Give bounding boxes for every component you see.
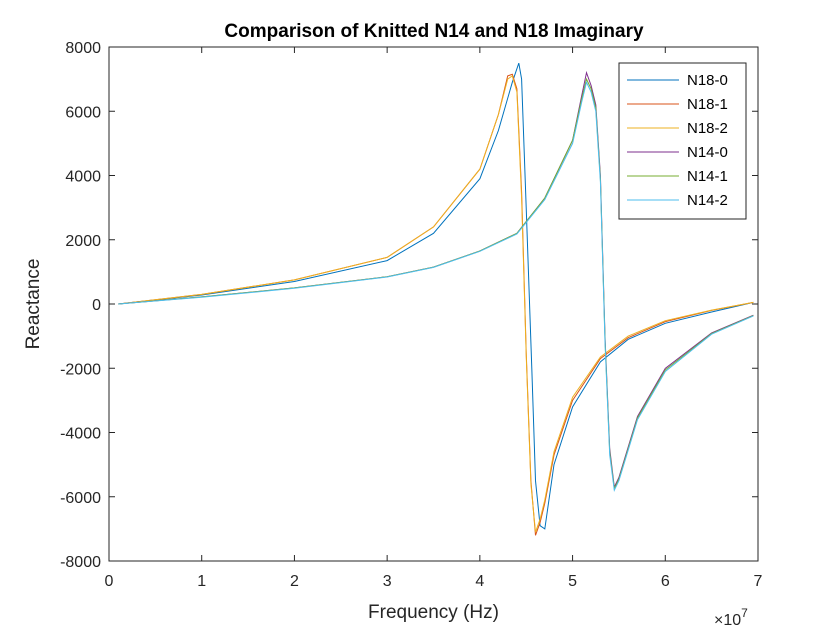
legend: N18-0 N18-1 N18-2 N14-0 N14-1 N14-2	[618, 62, 747, 220]
legend-box	[618, 62, 747, 220]
x-tick-label: 0	[105, 573, 114, 590]
ticks-group: 0 1 2 3 4 5 6 7 -8000 -6000 -4000 -2000 0 2000 4000 600…	[60, 40, 762, 590]
series-group	[118, 62, 754, 536]
y-tick-label: 4000	[65, 169, 101, 186]
y-tick-label: -4000	[60, 426, 101, 443]
x-tick-label: 4	[475, 573, 484, 590]
series-line-n18-0	[118, 62, 754, 530]
legend-entry: N14-2	[687, 192, 728, 209]
y-tick-label: 2000	[65, 233, 101, 250]
legend-entry: N14-1	[687, 168, 728, 185]
x-tick-label: 7	[754, 573, 763, 590]
y-tick-label: -2000	[60, 361, 101, 378]
x-axis-exponent: ×107	[714, 606, 748, 629]
y-tick-label: 8000	[65, 40, 101, 57]
x-tick-label: 3	[383, 573, 392, 590]
y-axis-label: Reactance	[23, 259, 44, 350]
series-line-n18-2	[118, 75, 754, 533]
x-exponent-base: ×10	[714, 612, 741, 629]
y-tick-label: -6000	[60, 490, 101, 507]
x-tick-label: 5	[568, 573, 577, 590]
y-tick-label: -8000	[60, 554, 101, 571]
y-tick-label: 0	[92, 297, 101, 314]
chart-title: Comparison of Knitted N14 and N18 Imagin…	[224, 21, 644, 42]
x-tick-label: 6	[661, 573, 670, 590]
x-tick-label: 2	[290, 573, 299, 590]
x-exponent-power: 7	[741, 606, 748, 620]
legend-entry: N18-0	[687, 72, 728, 89]
legend-entry: N18-1	[687, 96, 728, 113]
series-line-n14-2	[118, 80, 754, 493]
x-axis-label: Frequency (Hz)	[368, 602, 499, 623]
y-tick-label: 6000	[65, 104, 101, 121]
legend-entry: N14-0	[687, 144, 728, 161]
legend-entry: N18-2	[687, 120, 728, 137]
x-tick-label: 1	[197, 573, 206, 590]
